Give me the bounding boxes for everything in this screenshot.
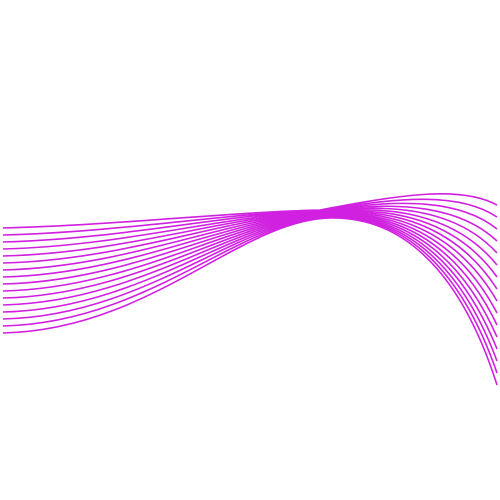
wave-line	[2, 217, 498, 386]
